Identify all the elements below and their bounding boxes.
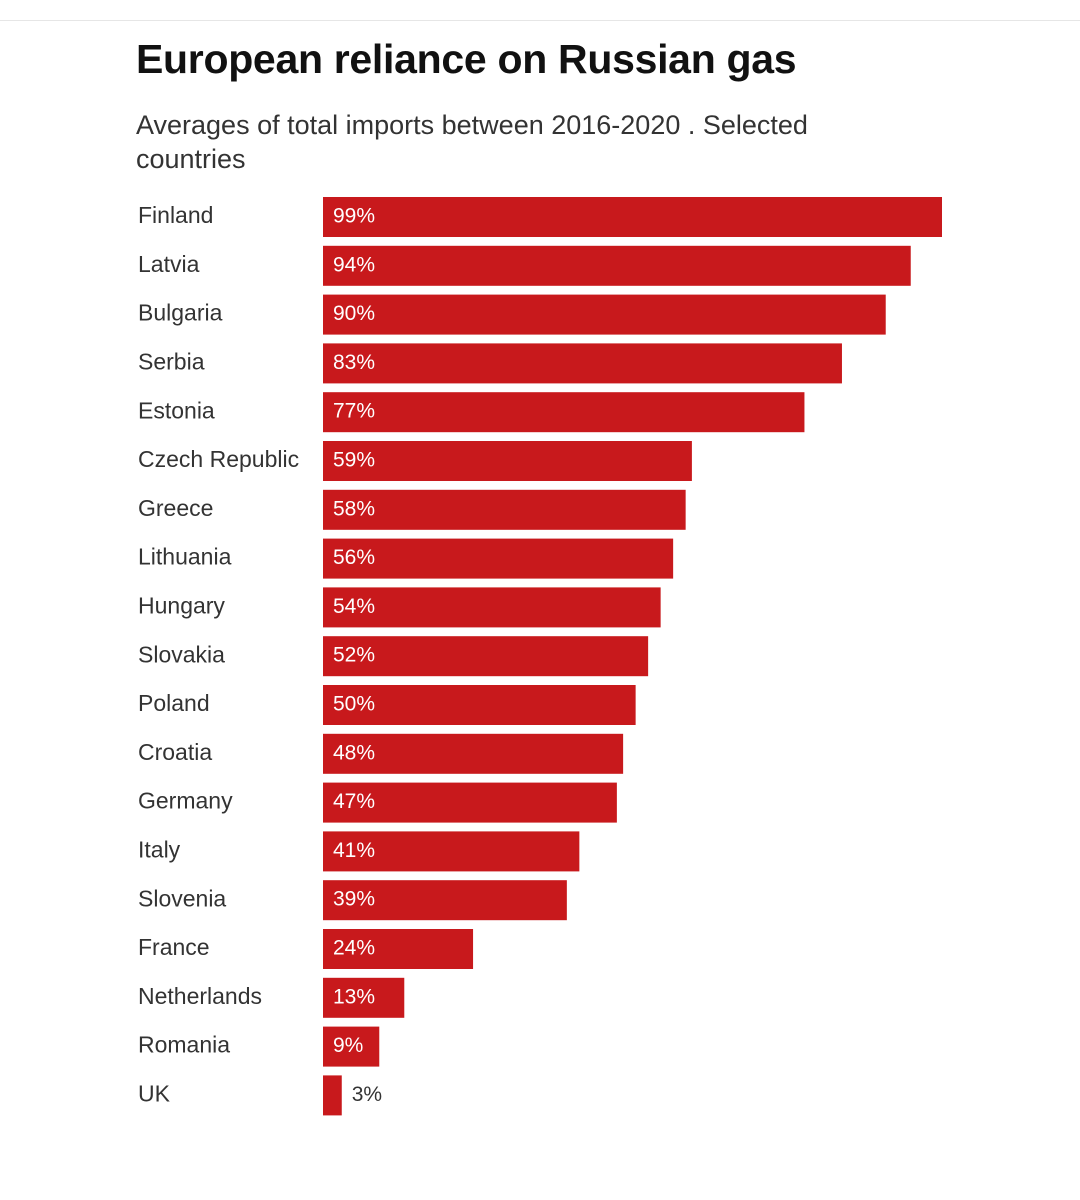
category-label: Italy xyxy=(138,836,181,862)
value-label: 77% xyxy=(333,400,375,423)
bar xyxy=(323,880,567,921)
category-label: Latvia xyxy=(138,251,200,277)
bar xyxy=(323,197,942,237)
chart-subtitle: Averages of total imports between 2016-2… xyxy=(136,110,808,174)
value-label: 50% xyxy=(333,693,375,716)
category-label: Estonia xyxy=(138,397,215,423)
value-label: 52% xyxy=(333,644,375,667)
category-label: UK xyxy=(138,1080,171,1106)
category-label: Finland xyxy=(138,202,213,228)
category-label: Netherlands xyxy=(138,983,262,1009)
category-label: Serbia xyxy=(138,348,205,374)
category-label: Bulgaria xyxy=(138,300,223,326)
chart-title: European reliance on Russian gas xyxy=(136,36,797,82)
bar xyxy=(323,245,911,286)
bar xyxy=(323,831,580,872)
bar xyxy=(323,587,661,628)
category-label: Romania xyxy=(138,1032,230,1058)
bar xyxy=(323,441,692,481)
bar xyxy=(323,636,649,677)
category-label: Slovakia xyxy=(138,641,225,667)
bar xyxy=(323,1075,342,1116)
bar xyxy=(323,538,674,579)
category-label: Lithuania xyxy=(138,544,232,570)
value-label: 3% xyxy=(352,1083,382,1106)
bar xyxy=(323,782,617,823)
bar xyxy=(323,685,636,725)
value-label: 54% xyxy=(333,595,375,618)
bar xyxy=(323,733,624,774)
top-divider xyxy=(0,20,1080,21)
value-label: 90% xyxy=(333,302,375,325)
value-label: 56% xyxy=(333,546,375,569)
value-label: 94% xyxy=(333,253,375,276)
bar xyxy=(323,977,405,1018)
value-label: 47% xyxy=(333,790,375,813)
category-label: Slovenia xyxy=(138,885,226,911)
value-label: 48% xyxy=(333,741,375,764)
value-label: 41% xyxy=(333,839,375,862)
bar xyxy=(323,343,842,384)
value-label: 13% xyxy=(333,985,375,1008)
category-label: Germany xyxy=(138,788,233,814)
value-label: 83% xyxy=(333,351,375,374)
bar xyxy=(323,294,886,335)
value-label: 39% xyxy=(333,888,375,911)
category-label: France xyxy=(138,934,210,960)
category-label: Greece xyxy=(138,495,213,521)
bar xyxy=(323,929,474,969)
category-label: Croatia xyxy=(138,739,212,765)
category-label: Czech Republic xyxy=(138,446,299,472)
bar xyxy=(323,392,805,433)
bar xyxy=(323,489,686,530)
category-label: Hungary xyxy=(138,592,225,618)
bar xyxy=(323,1026,380,1067)
value-label: 99% xyxy=(333,205,375,228)
value-label: 58% xyxy=(333,497,375,520)
value-label: 59% xyxy=(333,449,375,472)
value-label: 9% xyxy=(333,1034,363,1057)
category-label: Poland xyxy=(138,690,210,716)
value-label: 24% xyxy=(333,937,375,960)
